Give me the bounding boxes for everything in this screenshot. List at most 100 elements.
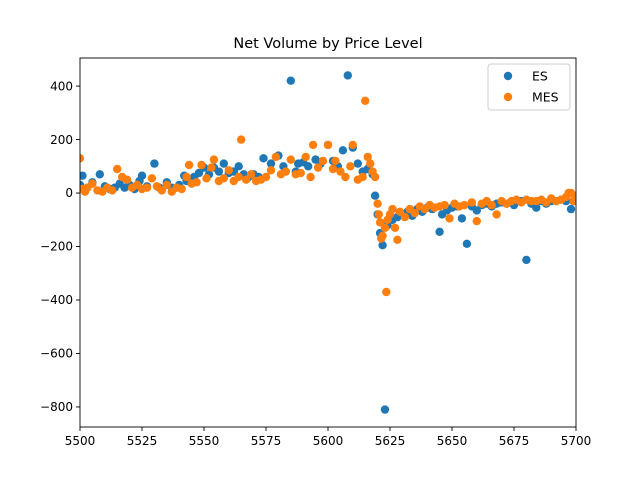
- data-point-mes: [313, 163, 323, 172]
- data-point-es: [472, 206, 481, 215]
- data-point-mes: [400, 212, 410, 222]
- data-point-mes: [328, 164, 338, 174]
- data-point-es: [435, 227, 444, 236]
- data-point-mes: [361, 96, 370, 106]
- data-point-es: [137, 171, 147, 180]
- data-point-es: [370, 191, 380, 200]
- data-point-mes: [460, 200, 469, 210]
- data-point-mes: [410, 208, 419, 218]
- data-point-mes: [373, 199, 382, 208]
- data-point-es: [378, 241, 387, 250]
- y-tick-label: −800: [40, 400, 73, 414]
- data-point-es: [259, 154, 268, 163]
- data-point-mes: [224, 166, 233, 175]
- data-point-mes: [122, 175, 132, 184]
- x-tick-label: 5500: [65, 434, 96, 448]
- data-point-es: [353, 159, 362, 168]
- legend-marker-mes: [503, 92, 513, 102]
- data-point-mes: [318, 156, 328, 166]
- y-tick-label: −600: [40, 347, 73, 361]
- data-point-es: [304, 162, 313, 171]
- axes: 5500 5525 5550 5575 5600 5625 5650 5675 5700 −800…: [40, 57, 592, 448]
- data-point-mes: [374, 210, 383, 219]
- data-point-mes: [336, 167, 345, 176]
- data-point-es: [219, 159, 228, 168]
- data-point-es: [286, 76, 295, 85]
- data-point-mes: [393, 235, 402, 244]
- data-point-mes: [202, 174, 211, 183]
- data-point-mes: [157, 186, 166, 195]
- data-point-mes: [323, 140, 333, 150]
- data-point-es: [234, 162, 243, 171]
- data-point-mes: [177, 184, 186, 194]
- data-point-es: [532, 203, 541, 212]
- x-tick-label: 5550: [189, 434, 220, 448]
- legend-label-es: ES: [532, 69, 548, 84]
- plot-area: [80, 71, 576, 414]
- data-point-mes: [348, 140, 357, 150]
- data-point-mes: [308, 140, 318, 150]
- data-point-es: [80, 171, 87, 180]
- data-point-es: [95, 170, 105, 179]
- data-point-mes: [108, 186, 117, 195]
- data-point-mes: [487, 200, 496, 210]
- data-point-mes: [207, 163, 216, 172]
- y-tick-label: 400: [50, 79, 73, 93]
- data-point-es: [150, 159, 159, 168]
- data-point-es: [462, 239, 472, 248]
- data-point-mes: [306, 172, 315, 182]
- data-point-mes: [197, 160, 206, 170]
- data-point-mes: [375, 218, 385, 227]
- points-layer: [80, 71, 576, 414]
- x-tick-label: 5650: [437, 434, 468, 448]
- data-point-mes: [80, 154, 85, 163]
- data-point-mes: [142, 183, 152, 192]
- legend: ES MES: [487, 63, 571, 111]
- data-point-es: [214, 167, 224, 176]
- data-point-mes: [184, 160, 194, 170]
- data-point-mes: [445, 214, 454, 223]
- data-point-mes: [162, 180, 171, 190]
- data-point-mes: [366, 159, 375, 168]
- x-tick-label: 5700: [561, 434, 592, 448]
- data-point-mes: [261, 172, 271, 182]
- data-point-es: [343, 71, 352, 80]
- data-point-mes: [234, 172, 243, 182]
- data-point-mes: [113, 164, 122, 174]
- data-point-mes: [192, 178, 201, 187]
- y-tick-label: −200: [40, 240, 73, 254]
- data-point-mes: [382, 287, 391, 297]
- x-tick-label: 5575: [251, 434, 282, 448]
- y-tick-label: −400: [40, 293, 73, 307]
- data-point-mes: [331, 156, 340, 166]
- data-point-mes: [88, 179, 97, 188]
- x-tick-label: 5600: [313, 434, 344, 448]
- data-point-mes: [182, 172, 191, 182]
- data-point-es: [338, 146, 348, 155]
- data-point-mes: [296, 168, 305, 178]
- data-point-mes: [388, 204, 397, 214]
- x-tick-label: 5675: [499, 434, 530, 448]
- x-tick-label: 5525: [127, 434, 158, 448]
- x-tick-label: 5625: [375, 434, 406, 448]
- data-point-mes: [370, 172, 380, 182]
- data-point-mes: [492, 210, 501, 219]
- series-mes: [80, 96, 576, 297]
- data-point-mes: [378, 231, 387, 240]
- data-point-mes: [246, 170, 256, 179]
- data-point-es: [266, 159, 276, 168]
- data-point-mes: [271, 152, 281, 162]
- data-point-mes: [395, 207, 405, 216]
- data-point-mes: [346, 162, 355, 171]
- data-point-mes: [571, 191, 576, 200]
- data-point-mes: [286, 155, 295, 164]
- data-point-es: [380, 405, 390, 414]
- y-tick-label: 0: [65, 186, 73, 200]
- data-point-mes: [209, 155, 219, 164]
- data-point-es: [457, 214, 467, 223]
- data-point-mes: [440, 200, 449, 210]
- data-point-mes: [380, 223, 390, 232]
- data-point-es: [566, 204, 576, 214]
- chart-title: Net Volume by Price Level: [233, 36, 422, 52]
